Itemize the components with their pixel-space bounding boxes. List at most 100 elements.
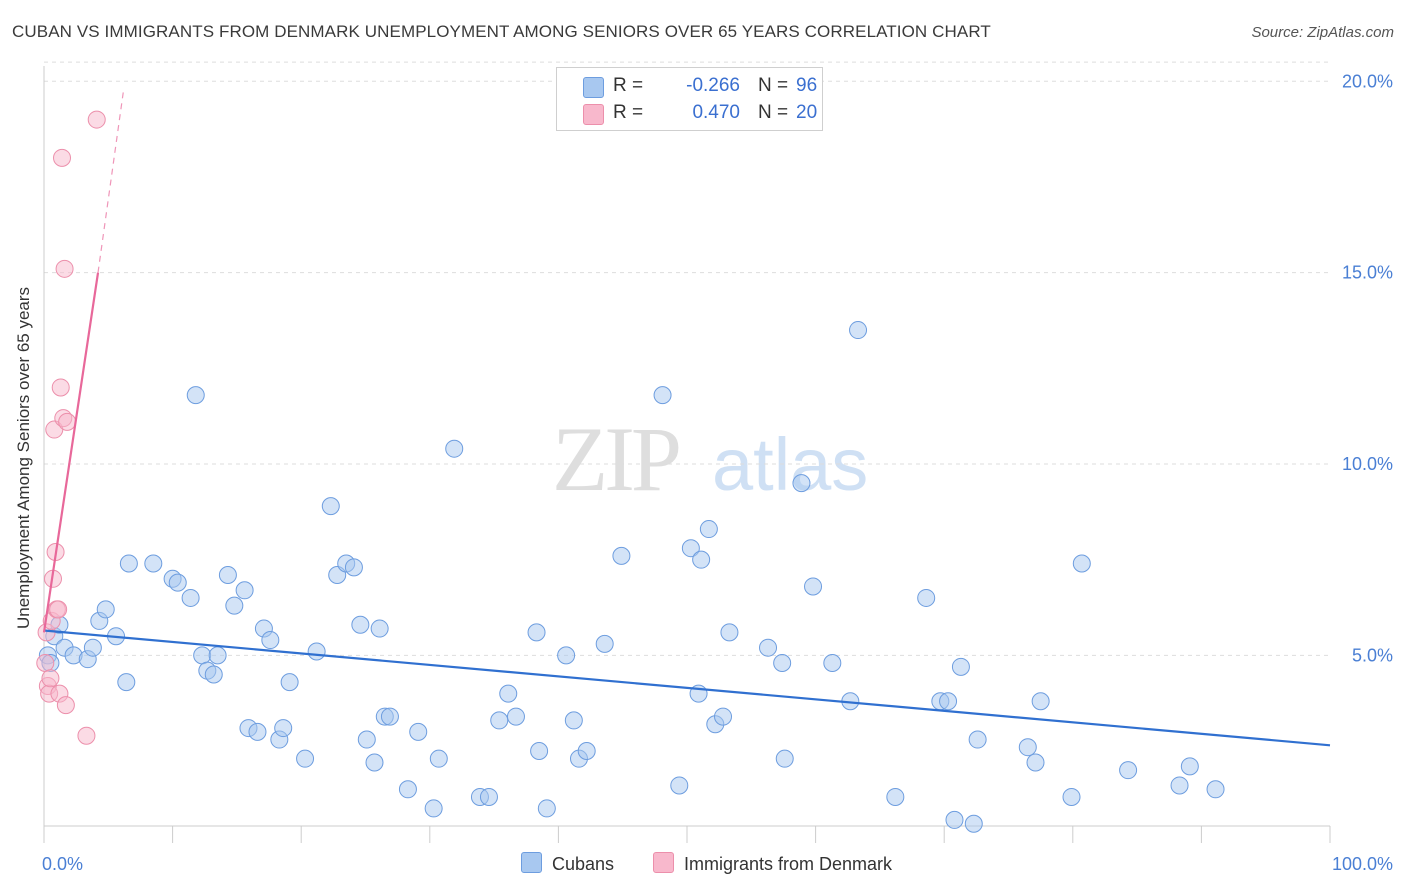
gridlines [44,61,1330,656]
legend-n-value: 20 [796,102,818,123]
point-cubans [365,753,384,772]
point-cubans [917,588,936,607]
point-cubans [968,730,987,749]
point-denmark [41,669,60,688]
y-tick-label: 5.0% [1352,645,1393,665]
point-cubans [720,623,739,642]
watermark-zip: ZIP [552,408,679,510]
point-cubans [527,623,546,642]
point-cubans [699,520,718,539]
point-cubans [1062,787,1081,806]
point-cubans [429,749,448,768]
point-cubans [344,558,363,577]
point-denmark [36,654,55,673]
point-cubans [775,749,794,768]
bottom-legend-label: Cubans [552,854,615,874]
point-cubans [692,550,711,569]
series-denmark [36,110,106,745]
point-denmark [51,378,70,397]
point-cubans [681,539,700,558]
point-cubans [964,814,983,833]
point-cubans [823,654,842,673]
legend-r-label: R = [613,102,644,123]
point-cubans [96,600,115,619]
point-cubans [1072,554,1091,573]
point-cubans [506,707,525,726]
point-cubans [181,588,200,607]
y-tick-label: 20.0% [1342,71,1393,91]
legend-n-label: N = [758,75,789,96]
point-cubans [1031,692,1050,711]
point-cubans [530,742,549,761]
point-cubans [1018,738,1037,757]
point-cubans [204,665,223,684]
point-cubans [499,684,518,703]
point-cubans [1180,757,1199,776]
point-cubans [1170,776,1189,795]
point-cubans [274,719,293,738]
point-cubans [886,787,905,806]
trend-line-denmark [42,272,100,633]
point-cubans [945,810,964,829]
point-denmark [58,412,77,431]
point-cubans [537,799,556,818]
y-tick-label: 15.0% [1342,263,1393,283]
point-cubans [398,780,417,799]
point-cubans [595,634,614,653]
legend-n-label: N = [758,102,789,123]
point-cubans [564,711,583,730]
legend-r-value: 0.470 [692,102,740,123]
point-denmark [55,259,74,278]
point-cubans [380,707,399,726]
point-cubans [248,722,267,741]
tick-labels: 5.0% 10.0% 15.0% 20.0% 0.0% 100.0% [42,71,1393,874]
point-cubans [370,619,389,638]
point-cubans [208,646,227,665]
point-cubans [773,654,792,673]
point-cubans [849,321,868,340]
point-cubans [117,673,136,692]
point-cubans [424,799,443,818]
point-cubans [1026,753,1045,772]
point-denmark [56,696,75,715]
point-cubans [577,742,596,761]
bottom-legend-swatch-cubans [521,852,542,873]
point-cubans [670,776,689,795]
bottom-legend-cubans: Cubans [521,852,614,875]
point-cubans [490,711,509,730]
point-cubans [557,646,576,665]
y-tick-label: 10.0% [1342,454,1393,474]
point-cubans [1206,780,1225,799]
point-cubans [759,638,778,657]
point-denmark [49,600,68,619]
series-cubans [38,321,1225,833]
point-cubans [168,573,187,592]
point-cubans [951,657,970,676]
x-tick-label: 0.0% [42,854,83,874]
axes [43,66,1331,843]
point-cubans [307,642,326,661]
correlation-legend: R = -0.266 N = 96 R = 0.470 N = 20 [556,67,823,131]
point-cubans [653,386,672,405]
trend-line-denmark-extension [97,88,125,273]
point-cubans [280,673,299,692]
trend-line-cubans [43,629,1331,747]
point-cubans [144,554,163,573]
point-cubans [714,707,733,726]
bottom-legend-swatch-denmark [653,852,674,873]
point-cubans [235,581,254,600]
legend-swatch-cubans [583,77,604,98]
point-cubans [409,722,428,741]
point-cubans [357,730,376,749]
point-cubans [218,565,237,584]
point-cubans [83,638,102,657]
point-cubans [321,497,340,516]
point-denmark [77,726,96,745]
legend-swatch-denmark [583,104,604,125]
point-cubans [1119,761,1138,780]
point-cubans [193,646,212,665]
y-axis-label: Unemployment Among Seniors over 65 years [14,286,33,630]
x-tick-label: 100.0% [1332,854,1393,874]
point-cubans [225,596,244,615]
